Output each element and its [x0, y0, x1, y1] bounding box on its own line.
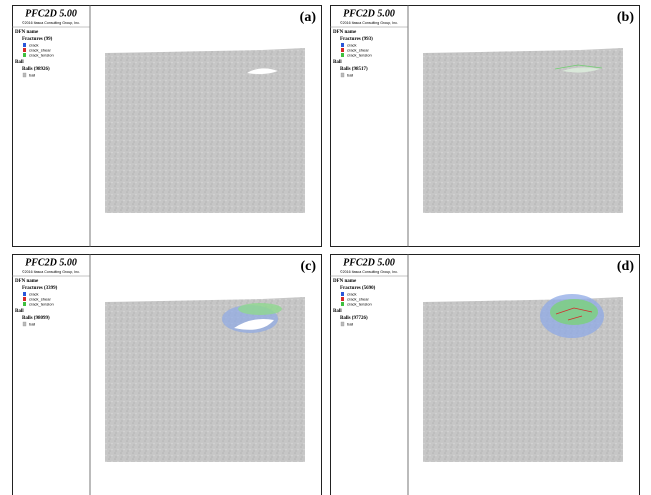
legend-swatch [341, 73, 344, 77]
fractures: Fractures (5690) [340, 286, 376, 291]
fractures: Fractures (3399) [22, 286, 58, 291]
legend-item: ball [29, 73, 35, 78]
legend-item: ball [347, 73, 353, 78]
dfn-name: DFN name [333, 279, 357, 284]
panel-label: (d) [617, 259, 634, 274]
copyright: ©2016 Itasca Consulting Group, Inc. [340, 270, 398, 274]
copyright: ©2016 Itasca Consulting Group, Inc. [22, 270, 80, 274]
legend-swatch [341, 322, 344, 326]
copyright: ©2016 Itasca Consulting Group, Inc. [22, 21, 80, 25]
legend-swatch [23, 48, 26, 52]
panel: PFC2D 5.00 ©2016 Itasca Consulting Group,… [12, 5, 322, 247]
specimen [105, 48, 305, 213]
damage-zone [238, 303, 282, 315]
panel: PFC2D 5.00 ©2016 Itasca Consulting Group,… [330, 254, 640, 495]
legend-swatch [23, 73, 26, 77]
panel: PFC2D 5.00 ©2016 Itasca Consulting Group,… [330, 5, 640, 247]
legend-swatch [341, 48, 344, 52]
legend-swatch [341, 302, 344, 306]
panel-label: (c) [300, 259, 316, 274]
dfn-name: DFN name [333, 30, 357, 35]
legend-item: ball [347, 322, 353, 327]
balls: Balls (98926) [22, 67, 50, 72]
legend-swatch [23, 53, 26, 57]
legend-item: crack_tension [29, 302, 54, 307]
legend-swatch [23, 322, 26, 326]
balls: Balls (98517) [340, 67, 368, 72]
dfn-name: DFN name [15, 30, 39, 35]
figure: PFC2D 5.00 ©2016 Itasca Consulting Group,… [0, 0, 651, 495]
dfn-name: DFN name [15, 279, 39, 284]
legend-swatch [341, 297, 344, 301]
fractures: Fractures (99) [22, 37, 53, 42]
software-title: PFC2D 5.00 [25, 8, 77, 19]
legend-item: crack_tension [29, 53, 54, 58]
legend-swatch [23, 43, 26, 47]
legend-swatch [341, 53, 344, 57]
panel: PFC2D 5.00 ©2016 Itasca Consulting Group,… [12, 254, 322, 495]
fractures: Fractures (993) [340, 37, 373, 42]
specimen [423, 48, 623, 213]
legend-swatch [23, 292, 26, 296]
ball-header: Ball [15, 309, 24, 314]
software-title: PFC2D 5.00 [343, 257, 395, 268]
software-title: PFC2D 5.00 [343, 8, 395, 19]
ball-header: Ball [15, 60, 24, 65]
legend-swatch [341, 292, 344, 296]
copyright: ©2016 Itasca Consulting Group, Inc. [340, 21, 398, 25]
balls: Balls (98099) [22, 316, 50, 321]
ball-header: Ball [333, 60, 342, 65]
ball-header: Ball [333, 309, 342, 314]
legend-swatch [23, 302, 26, 306]
legend-item: ball [29, 322, 35, 327]
software-title: PFC2D 5.00 [25, 257, 77, 268]
legend-swatch [23, 297, 26, 301]
legend-swatch [341, 43, 344, 47]
panel-label: (b) [617, 10, 634, 25]
legend-item: crack_tension [347, 302, 372, 307]
balls: Balls (97726) [340, 316, 368, 321]
panel-label: (a) [300, 10, 317, 25]
legend-item: crack_tension [347, 53, 372, 58]
